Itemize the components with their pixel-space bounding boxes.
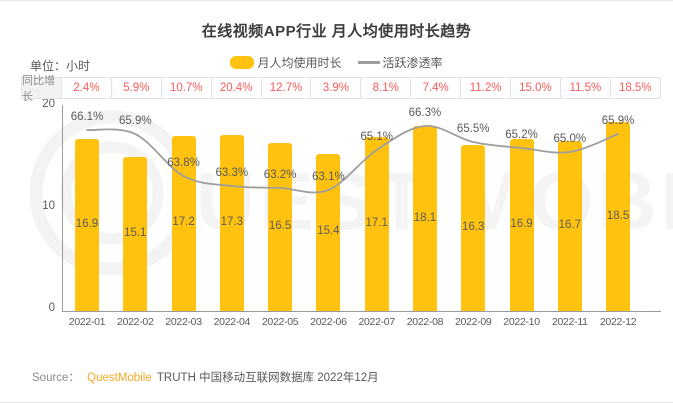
usage-value-label: 15.1 bbox=[124, 226, 147, 239]
growth-value-cell: 3.9% bbox=[310, 78, 360, 98]
y-tick-label: 10 bbox=[42, 200, 55, 212]
usage-value-label: 17.1 bbox=[365, 216, 388, 229]
growth-value-cell: 8.1% bbox=[360, 78, 410, 98]
yoy-growth-row: 同比增长 2.4% 5.9% 10.7% 20.4% 12.7% 3.9% 8.1% 7.4% 1… bbox=[21, 75, 661, 103]
penetration-value-label: 63.2% bbox=[263, 169, 297, 181]
penetration-value-label: 65.9% bbox=[118, 115, 152, 127]
x-axis-label: 2022-04 bbox=[213, 316, 251, 328]
penetration-value-label: 65.2% bbox=[505, 129, 538, 141]
penetration-value-label: 63.3% bbox=[215, 167, 249, 179]
source-text: TRUTH 中国移动互联网数据库 2022年12月 bbox=[156, 372, 379, 384]
growth-value-cell: 2.4% bbox=[61, 78, 111, 98]
penetration-value-label: 66.3% bbox=[408, 107, 442, 119]
penetration-value-label: 65.0% bbox=[553, 133, 587, 145]
legend-item-line: 活跃渗透率 bbox=[357, 54, 443, 71]
penetration-value-label: 65.5% bbox=[456, 123, 490, 135]
growth-value-cell: 20.4% bbox=[210, 78, 261, 98]
legend-item-bar: 月人均使用时长 bbox=[230, 54, 342, 71]
penetration-value-label: 63.1% bbox=[312, 171, 345, 183]
growth-value-cell: 11.2% bbox=[460, 78, 510, 98]
line-swatch-icon bbox=[357, 61, 380, 64]
growth-value-cell: 5.9% bbox=[110, 78, 161, 98]
growth-header-cell: 同比增长 bbox=[22, 75, 61, 103]
penetration-value-label: 65.1% bbox=[360, 131, 393, 143]
y-tick-label: 0 bbox=[48, 302, 55, 314]
x-axis-label: 2022-10 bbox=[503, 316, 540, 328]
penetration-value-label: 63.8% bbox=[167, 157, 200, 169]
x-axis-label: 2022-01 bbox=[68, 316, 106, 328]
penetration-value-label: 65.9% bbox=[601, 115, 635, 127]
usage-value-label: 16.3 bbox=[462, 220, 485, 233]
chart-title: 在线视频APP行业 月人均使用时长趋势 bbox=[201, 23, 472, 40]
x-axis-label: 2022-02 bbox=[117, 316, 154, 328]
source-footer: Source： QuestMobile TRUTH 中国移动互联网数据库 202… bbox=[32, 369, 379, 385]
x-axis-label: 2022-06 bbox=[310, 316, 347, 328]
growth-value-cell: 18.5% bbox=[609, 78, 660, 98]
y-axis-line bbox=[62, 105, 63, 311]
usage-value-label: 16.9 bbox=[510, 217, 533, 230]
usage-value-label: 17.2 bbox=[172, 216, 195, 229]
x-axis-label: 2022-12 bbox=[599, 316, 637, 328]
penetration-value-label: 66.1% bbox=[70, 111, 104, 123]
bar-swatch-icon bbox=[230, 56, 255, 69]
growth-value-cell: 15.0% bbox=[510, 78, 560, 98]
x-axis-label: 2022-09 bbox=[455, 316, 492, 328]
growth-value-cell: 12.7% bbox=[260, 78, 311, 98]
x-axis-label: 2022-05 bbox=[261, 316, 299, 328]
legend-line-label: 活跃渗透率 bbox=[382, 56, 443, 70]
growth-value-cell: 11.5% bbox=[559, 78, 610, 98]
y-tick-label: 20 bbox=[42, 98, 55, 110]
usage-value-label: 18.5 bbox=[606, 209, 630, 222]
source-brand: QuestMobile bbox=[87, 372, 152, 384]
source-label: Source： bbox=[32, 372, 80, 384]
x-axis-label: 2022-03 bbox=[165, 316, 202, 328]
x-axis-label: 2022-07 bbox=[358, 316, 395, 328]
usage-value-label: 16.7 bbox=[558, 218, 581, 231]
growth-value-cell: 7.4% bbox=[410, 78, 460, 98]
usage-value-label: 15.4 bbox=[317, 225, 340, 238]
unit-label: 单位：小时 bbox=[30, 59, 91, 73]
usage-value-label: 18.1 bbox=[413, 211, 437, 224]
usage-value-label: 16.9 bbox=[75, 217, 99, 230]
x-axis-label: 2022-11 bbox=[551, 316, 588, 328]
legend-bar-label: 月人均使用时长 bbox=[257, 56, 342, 70]
x-axis-line bbox=[62, 311, 661, 312]
usage-value-label: 17.3 bbox=[220, 215, 244, 228]
usage-value-label: 16.5 bbox=[268, 219, 292, 232]
growth-value-cell: 10.7% bbox=[160, 78, 211, 98]
legend: 月人均使用时长 活跃渗透率 bbox=[0, 54, 673, 71]
x-axis-label: 2022-08 bbox=[406, 316, 444, 328]
